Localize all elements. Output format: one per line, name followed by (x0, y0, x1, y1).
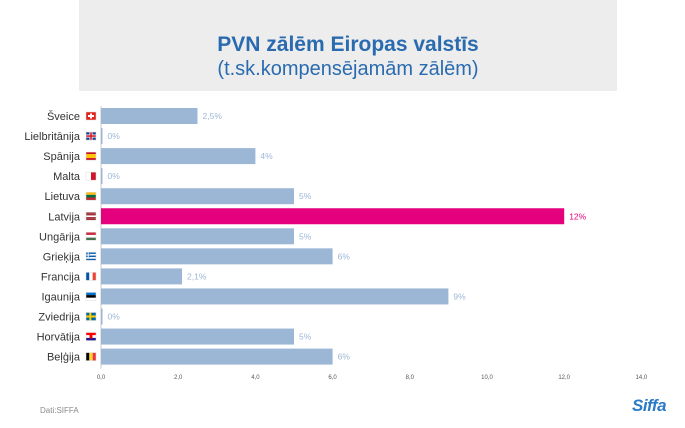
bar (101, 208, 565, 225)
chart-subtitle: (t.sk.kompensējamām zālēm) (217, 58, 479, 80)
gb-flag (86, 132, 96, 141)
bar (101, 248, 333, 265)
x-tick-label: 14,0 (636, 375, 648, 381)
bar (101, 228, 294, 245)
x-tick-label: 2,0 (174, 375, 183, 381)
category-label: Igaunija (41, 291, 80, 303)
chart-title: PVN zālēm Eiropas valstīs (217, 33, 479, 56)
data-label: 5% (299, 332, 312, 342)
bar (101, 288, 449, 305)
es-flag-border (85, 151, 97, 161)
data-label: 2,1% (187, 271, 207, 281)
bar (101, 348, 333, 365)
data-label: 9% (453, 291, 466, 301)
data-label: 0% (108, 312, 121, 322)
category-label: Spānija (43, 151, 81, 163)
ch-flag-border (85, 111, 97, 121)
category-label: Šveice (47, 110, 80, 123)
fr-flag-border (85, 272, 97, 281)
gr-flag (86, 252, 96, 261)
x-tick-label: 12,0 (558, 375, 570, 381)
category-label: Zviedrija (38, 312, 80, 324)
be-flag-border (85, 352, 97, 361)
ee-flag-border (85, 292, 97, 301)
bar (101, 128, 103, 145)
category-label: Horvātija (37, 332, 81, 344)
hr-flag-border (85, 332, 97, 341)
category-label: Beļģija (47, 351, 81, 364)
category-label: Latvija (48, 211, 81, 223)
hu-flag-border (85, 232, 97, 241)
lt-flag-border (85, 191, 97, 201)
category-label: Francija (41, 271, 81, 283)
be-flag (86, 352, 96, 361)
x-tick-label: 0,0 (97, 375, 106, 381)
category-label: Grieķija (43, 251, 81, 263)
bar (101, 148, 256, 165)
fr-flag (86, 272, 96, 281)
lv-flag (86, 212, 96, 221)
bar (101, 188, 294, 205)
x-tick-label: 4,0 (251, 375, 260, 381)
x-tick-label: 8,0 (406, 375, 415, 381)
data-label: 6% (338, 251, 351, 261)
category-label: Lietuva (45, 191, 81, 203)
data-label: 2,5% (203, 111, 223, 121)
lt-flag (86, 192, 96, 201)
data-label: 6% (338, 352, 351, 362)
category-label: Malta (53, 171, 81, 183)
bar (101, 108, 198, 124)
lv-flag-border (85, 212, 97, 221)
ch-flag (86, 112, 96, 120)
data-label: 5% (299, 191, 312, 201)
siffa-logo: Siffa (632, 396, 667, 415)
se-flag (86, 312, 96, 321)
data-label: 4% (260, 151, 273, 161)
bar (101, 268, 183, 285)
title-panel: PVN zālēm Eiropas valstīs (t.sk.kompensē… (79, 0, 617, 91)
data-label: 12% (569, 211, 586, 221)
se-flag-border (85, 312, 97, 321)
source-note: Dati:SIFFA (40, 406, 79, 415)
es-flag (86, 152, 96, 161)
hr-flag (86, 332, 96, 341)
gb-flag-border (85, 131, 97, 141)
data-label: 0% (108, 131, 121, 141)
gr-flag-border (85, 252, 97, 261)
x-tick-label: 6,0 (328, 375, 337, 381)
data-label: 5% (299, 231, 312, 241)
hu-flag (86, 232, 96, 241)
data-label: 0% (108, 171, 121, 181)
ee-flag (86, 292, 96, 301)
x-tick-label: 10,0 (481, 375, 493, 381)
bar (101, 328, 294, 345)
category-label: Lielbritānija (24, 131, 81, 143)
bar (101, 168, 103, 185)
bar (101, 308, 103, 325)
category-label: Ungārija (39, 231, 81, 243)
mt-flag-border (85, 171, 97, 181)
mt-flag (86, 172, 96, 181)
